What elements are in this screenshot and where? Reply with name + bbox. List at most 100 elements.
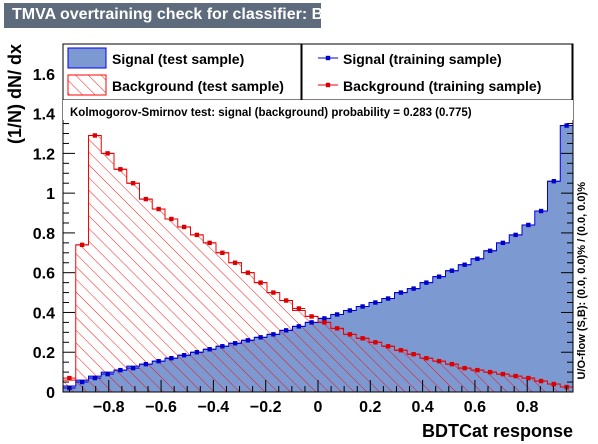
signal-training-point-marker [398, 290, 404, 295]
x-tick-label: 0.2 [359, 399, 381, 416]
background-training-point-marker [538, 378, 544, 384]
signal-training-point-marker [258, 335, 263, 340]
signal-training-point-marker [207, 347, 212, 352]
background-training-point [292, 306, 306, 311]
signal-test-histogram-fill [63, 125, 573, 392]
signal-training-point-marker [424, 280, 429, 285]
signal-training-point [394, 290, 408, 295]
signal-training-point [216, 344, 229, 349]
background-training-point [432, 358, 446, 364]
signal-training-point-marker [411, 286, 416, 291]
signal-training-point-marker [462, 262, 467, 267]
background-training-point-marker [156, 206, 161, 212]
background-training-point [356, 336, 369, 341]
signal-training-point [139, 361, 153, 367]
signal-training-point [292, 324, 306, 329]
background-training-point [509, 373, 522, 379]
signal-training-point [177, 353, 191, 358]
background-training-point-marker [385, 344, 391, 349]
signal-training-point [267, 332, 280, 337]
signal-training-point [190, 350, 204, 355]
background-training-point [407, 352, 420, 357]
background-training-point [369, 340, 382, 345]
y-tick-label: 1.4 [33, 107, 55, 124]
legend-swatch-signal-test [67, 47, 107, 69]
background-training-point [496, 371, 510, 377]
signal-training-point [114, 367, 127, 373]
legend: Signal (test sample) Background (test sam… [62, 43, 573, 120]
signal-training-point-marker [181, 353, 187, 358]
background-training-point [152, 206, 165, 212]
signal-training-point-marker [334, 312, 340, 317]
signal-training-point [88, 375, 102, 381]
background-training-point [216, 250, 229, 255]
background-training-point [228, 260, 242, 265]
signal-training-point [458, 262, 471, 267]
y-tick-label: 0.2 [33, 345, 55, 362]
signal-training-point [75, 379, 89, 385]
signal-training-point [126, 365, 140, 371]
signal-training-point [279, 328, 293, 333]
background-training-point-marker [475, 367, 480, 373]
signal-training-point-marker [232, 341, 238, 346]
signal-training-point-marker [360, 304, 365, 309]
signal-training-point-marker [245, 338, 251, 343]
signal-training-point [445, 268, 459, 273]
background-training-point [139, 196, 153, 202]
legend-swatch-background-test [67, 74, 107, 96]
x-tick-label: 0 [314, 399, 323, 416]
signal-training-point [330, 312, 344, 317]
background-training-point-marker [258, 280, 263, 285]
background-training-point-marker [334, 326, 340, 331]
background-training-point-marker [194, 232, 200, 238]
background-training-point-marker [67, 375, 72, 381]
signal-training-point [241, 338, 255, 343]
background-training-point-marker [411, 352, 416, 357]
signal-training-point [228, 341, 242, 346]
signal-training-point [343, 308, 357, 313]
signal-training-point [254, 335, 267, 340]
background-training-point-marker [500, 371, 506, 377]
signal-training-point-marker [500, 240, 506, 246]
signal-training-point-marker [526, 222, 531, 228]
signal-training-point-marker [564, 123, 569, 128]
background-training-point-marker [424, 355, 429, 361]
legend-label-signal-test: Signal (test sample) [112, 51, 244, 67]
x-tick-label: −0.4 [198, 399, 230, 416]
signal-training-point-marker [309, 320, 314, 325]
background-training-point [483, 369, 497, 375]
background-training-point [190, 232, 204, 238]
signal-training-point-marker [143, 361, 149, 367]
background-training-point-marker [296, 306, 302, 311]
signal-training-point-marker [296, 324, 302, 329]
x-axis-label: BDTCat response [422, 421, 573, 441]
signal-training-point-marker [79, 379, 85, 385]
signal-training-point [318, 316, 331, 321]
background-training-point-marker [207, 240, 212, 246]
background-training-point [165, 216, 178, 222]
signal-training-point [420, 280, 433, 285]
background-training-point-marker [232, 260, 238, 265]
signal-training-point-marker [283, 328, 289, 333]
legend-label-background-train: Background (training sample) [343, 78, 541, 94]
signal-training-point [534, 208, 548, 214]
signal-training-point-marker [322, 316, 327, 321]
background-training-point [343, 332, 357, 337]
background-training-point-marker [551, 381, 557, 387]
background-training-point [279, 298, 293, 303]
signal-training-point-marker [475, 256, 480, 261]
background-training-point-marker [271, 290, 276, 295]
background-training-point [458, 365, 471, 371]
background-training-point-marker [130, 181, 136, 186]
background-training-point-marker [309, 314, 314, 319]
background-training-point [63, 375, 76, 381]
signal-training-point-marker [551, 179, 557, 184]
background-training-point [394, 348, 408, 353]
x-tick-label: −0.8 [93, 399, 125, 416]
background-training-point-marker [526, 375, 531, 381]
legend-label-signal-train: Signal (training sample) [343, 51, 502, 67]
background-training-point [241, 270, 255, 275]
background-training-point-marker [449, 361, 455, 367]
signal-training-point [483, 248, 497, 254]
background-training-point-marker [462, 365, 467, 371]
